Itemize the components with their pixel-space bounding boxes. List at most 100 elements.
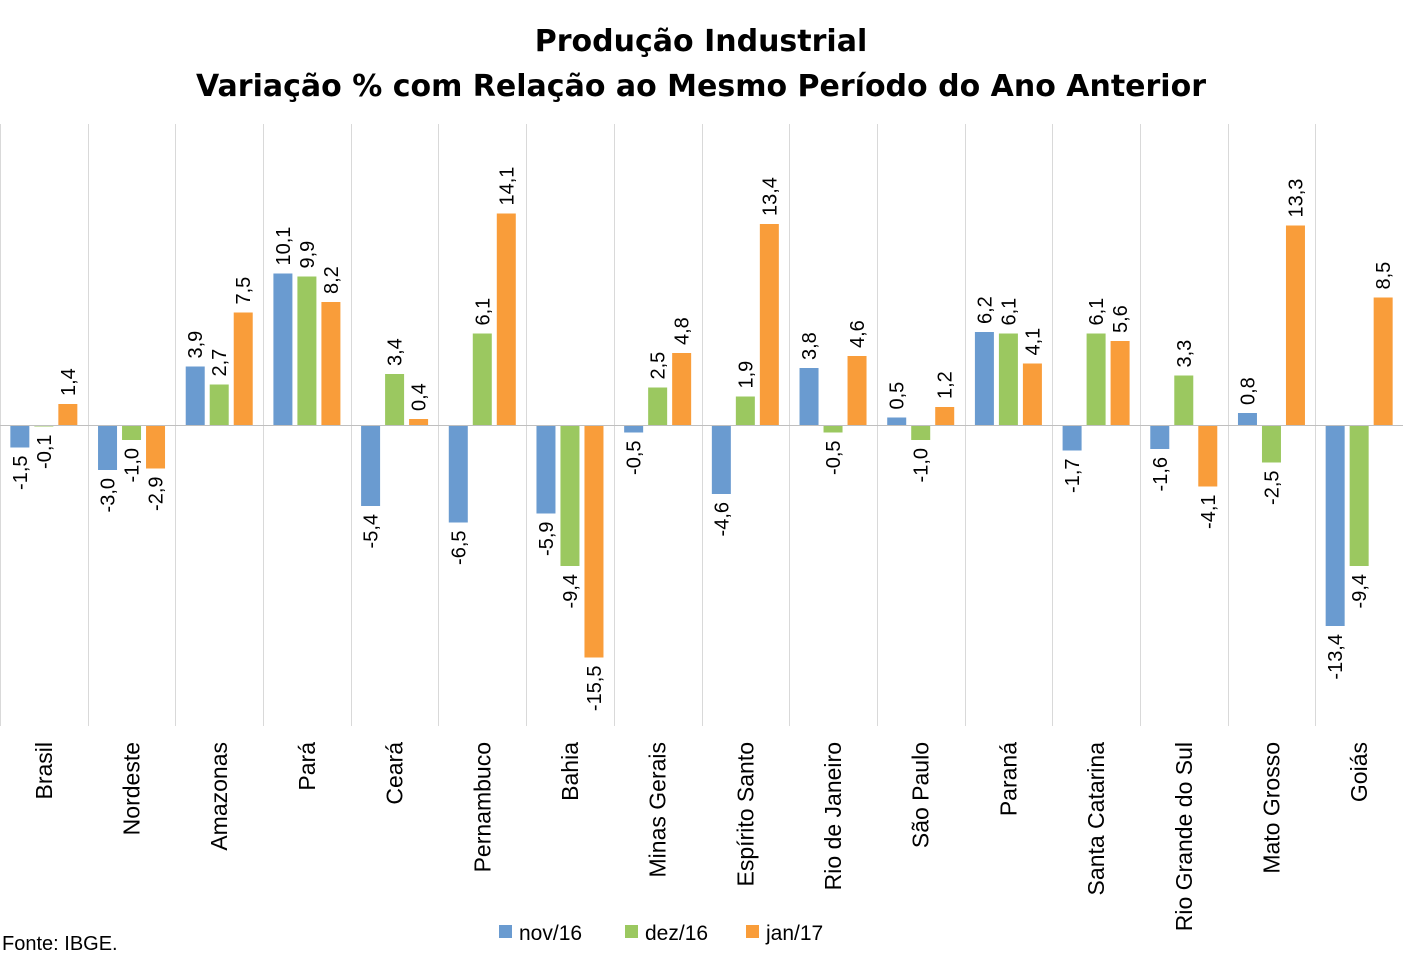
data-label: -1,6 [1150, 457, 1172, 491]
legend-swatch-nov-16 [499, 925, 512, 938]
data-label: -0,5 [823, 441, 845, 475]
data-label: -2,9 [146, 477, 168, 511]
category-label: Pará [294, 742, 320, 791]
data-label: -0,1 [34, 435, 56, 469]
bar-nordeste-jan-17 [146, 425, 166, 469]
bar-espirito-santo-nov-16 [711, 425, 731, 494]
bar-santa-catarina-dez-16 [1086, 333, 1106, 425]
data-label: 4,8 [672, 317, 694, 345]
data-label: 0,5 [887, 382, 909, 410]
chart-subtitle: Variação % com Relação ao Mesmo Período … [196, 69, 1206, 104]
data-label: 4,1 [1022, 328, 1044, 356]
bar-nordeste-dez-16 [122, 425, 142, 440]
category-label: Bahia [557, 742, 583, 801]
data-label: 3,4 [385, 338, 407, 366]
bar-mato-grosso-dez-16 [1261, 425, 1281, 463]
data-label: 13,4 [759, 177, 781, 216]
category-label: Minas Gerais [645, 742, 671, 877]
bar-amazonas-nov-16 [185, 366, 205, 425]
bar-amazonas-dez-16 [209, 384, 229, 425]
bar-santa-catarina-nov-16 [1062, 425, 1082, 451]
bar-para-nov-16 [273, 273, 293, 425]
bar-ceara-nov-16 [361, 425, 381, 506]
data-label: 4,6 [847, 320, 869, 348]
category-label: Ceará [382, 742, 408, 805]
data-label: -0,5 [624, 441, 646, 475]
category-labels: Brasil Nordeste Amazonas Pará Ceará Pernambuc… [31, 742, 1372, 931]
bar-goias-dez-16 [1349, 425, 1369, 566]
category-label: Amazonas [206, 742, 232, 851]
bar-espirito-santo-jan-17 [759, 224, 779, 425]
bar-pernambuco-dez-16 [472, 333, 492, 425]
category-label: São Paulo [908, 742, 934, 848]
bar-bahia-dez-16 [560, 425, 580, 566]
bar-para-jan-17 [321, 302, 341, 425]
data-label: 7,5 [233, 277, 255, 305]
bar-parana-dez-16 [998, 333, 1018, 425]
data-label: -4,1 [1198, 495, 1220, 529]
bar-amazonas-jan-17 [233, 312, 253, 425]
data-label: -1,0 [122, 448, 144, 482]
bar-rio-de-janeiro-nov-16 [799, 368, 819, 425]
bar-sao-paulo-nov-16 [887, 417, 907, 425]
legend-swatch-jan-17 [746, 925, 759, 938]
data-label: -5,9 [536, 522, 558, 556]
data-label: -13,4 [1325, 634, 1347, 680]
data-label: 2,7 [209, 349, 231, 377]
data-label: 3,3 [1174, 340, 1196, 368]
data-label: -1,0 [911, 448, 933, 482]
legend-swatch-dez-16 [625, 925, 638, 938]
category-label: Mato Grosso [1258, 742, 1284, 874]
data-label: -1,7 [1062, 459, 1084, 493]
data-label: 3,8 [799, 332, 821, 360]
bar-bahia-jan-17 [584, 425, 604, 658]
bar-mato-grosso-nov-16 [1237, 413, 1257, 425]
bar-rio-de-janeiro-dez-16 [823, 425, 843, 433]
bar-ceara-dez-16 [385, 374, 405, 425]
bar-brasil-nov-16 [10, 425, 30, 448]
bar-minas-gerais-nov-16 [624, 425, 644, 433]
data-label: 2,5 [648, 352, 670, 380]
chart-title: Produção Industrial [535, 24, 867, 59]
data-label: 0,4 [409, 383, 431, 411]
category-label: Rio Grande do Sul [1171, 742, 1197, 931]
bar-para-dez-16 [297, 276, 317, 425]
data-label: -5,4 [361, 514, 383, 548]
bar-minas-gerais-jan-17 [672, 353, 692, 425]
bar-rio-grande-do-sul-jan-17 [1198, 425, 1218, 487]
data-label: -9,4 [560, 574, 582, 608]
data-label: 14,1 [496, 167, 518, 206]
bar-goias-jan-17 [1373, 297, 1393, 425]
bar-sao-paulo-dez-16 [911, 425, 931, 440]
category-label: Espírito Santo [732, 742, 758, 886]
data-label: 8,2 [321, 266, 343, 294]
bar-goias-nov-16 [1325, 425, 1345, 626]
data-label: 1,4 [58, 368, 80, 396]
data-label: 13,3 [1285, 179, 1307, 218]
data-label: 8,5 [1373, 262, 1395, 290]
data-label: 3,9 [185, 331, 207, 359]
legend-label-dez-16: dez/16 [645, 922, 708, 945]
data-label: 1,2 [935, 371, 957, 399]
bars [10, 213, 1393, 658]
category-label: Pernambuco [469, 742, 495, 872]
data-label: -1,5 [10, 456, 32, 490]
legend-label-nov-16: nov/16 [519, 922, 582, 945]
legend-label-jan-17: jan/17 [765, 922, 823, 945]
data-labels: -1,5-0,11,4-3,0-1,0-2,93,92,77,510,1 9,98… [10, 167, 1395, 712]
legend: nov/16 dez/16 jan/17 [499, 922, 823, 945]
bar-ceara-jan-17 [409, 419, 429, 425]
category-label: Nordeste [119, 742, 145, 835]
category-label: Rio de Janeiro [820, 742, 846, 890]
bar-minas-gerais-dez-16 [648, 387, 668, 425]
bar-rio-grande-do-sul-dez-16 [1174, 375, 1194, 425]
bar-nordeste-nov-16 [98, 425, 118, 470]
data-label: -2,5 [1261, 471, 1283, 505]
bar-pernambuco-nov-16 [448, 425, 468, 523]
bar-rio-grande-do-sul-nov-16 [1150, 425, 1170, 449]
bar-sao-paulo-jan-17 [935, 407, 955, 425]
data-label: 0,8 [1237, 377, 1259, 405]
source-note: Fonte: IBGE. [2, 933, 118, 955]
category-label: Brasil [31, 742, 57, 800]
